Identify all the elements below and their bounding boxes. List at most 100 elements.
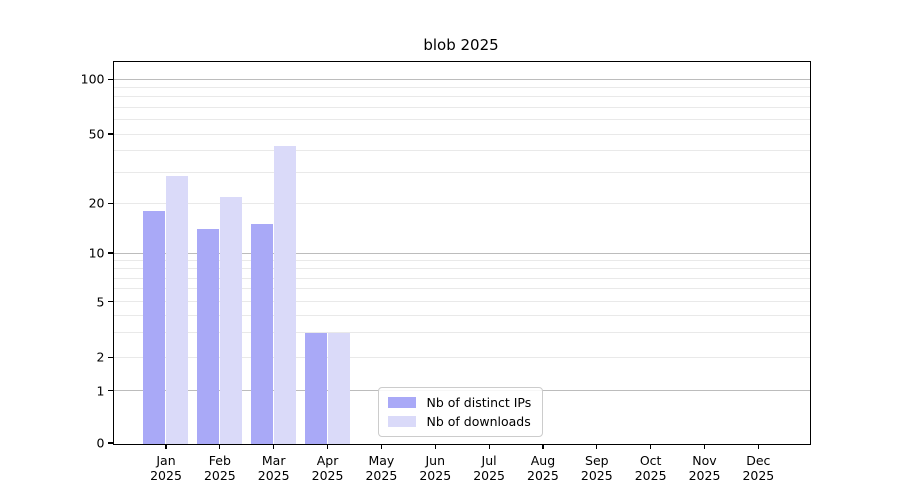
x-tick-mark bbox=[596, 444, 598, 449]
gridline bbox=[113, 119, 810, 121]
x-tick-label: Apr 2025 bbox=[300, 453, 356, 483]
chart-title: blob 2025 bbox=[423, 36, 499, 54]
bar bbox=[273, 145, 296, 444]
y-tick-mark bbox=[108, 133, 113, 135]
y-tick-label: 0 bbox=[96, 435, 105, 451]
x-axis: Jan 2025 Feb 2025 Mar 2025 Apr 2025 May 2025 Jun 20… bbox=[114, 444, 809, 495]
x-tick-label-year: 2025 bbox=[527, 467, 559, 483]
y-tick-label: 2 bbox=[96, 349, 105, 365]
y-tick-mark bbox=[108, 301, 113, 303]
gridline bbox=[113, 86, 810, 88]
y-tick-mark bbox=[108, 202, 113, 204]
y-tick-label: 100 bbox=[80, 71, 105, 87]
x-tick-label: Aug 2025 bbox=[515, 453, 571, 483]
x-tick-label-month: Aug bbox=[530, 452, 556, 468]
plot-area: Nb of distinct IPs Nb of downloads bbox=[112, 60, 811, 445]
x-tick-mark bbox=[219, 444, 221, 449]
gridline bbox=[113, 259, 810, 261]
x-tick-label-year: 2025 bbox=[742, 467, 775, 483]
x-tick-label: Sep 2025 bbox=[569, 453, 625, 483]
legend-row: Nb of downloads bbox=[387, 412, 532, 431]
legend-label: Nb of downloads bbox=[426, 413, 531, 429]
y-tick-mark bbox=[108, 442, 113, 444]
bar bbox=[327, 333, 350, 444]
legend-row: Nb of distinct IPs bbox=[387, 393, 532, 412]
x-tick-label-year: 2025 bbox=[365, 467, 398, 483]
x-tick-label-year: 2025 bbox=[257, 467, 290, 483]
x-tick-label-month: Apr bbox=[316, 452, 339, 468]
x-tick-label: Jul 2025 bbox=[461, 453, 517, 483]
gridline bbox=[113, 356, 810, 358]
x-tick-mark bbox=[757, 444, 759, 449]
x-tick-label-month: Oct bbox=[639, 452, 662, 468]
x-tick-label-year: 2025 bbox=[580, 467, 613, 483]
gridline bbox=[113, 78, 810, 80]
x-tick-label: Jun 2025 bbox=[407, 453, 463, 483]
gridline bbox=[113, 96, 810, 98]
x-tick-mark bbox=[273, 444, 275, 449]
gridline bbox=[113, 252, 810, 254]
x-tick-mark bbox=[326, 444, 329, 449]
y-tick-mark bbox=[108, 356, 113, 358]
x-tick-label-month: Jul bbox=[481, 452, 497, 468]
x-tick-label: Nov 2025 bbox=[677, 453, 733, 483]
x-tick-label: May 2025 bbox=[353, 453, 409, 483]
gridline bbox=[113, 314, 810, 316]
x-tick-label: Jan 2025 bbox=[138, 453, 194, 483]
x-tick-label: Feb 2025 bbox=[192, 453, 248, 483]
y-tick-label: 50 bbox=[88, 126, 105, 142]
x-tick-label-month: Mar bbox=[261, 452, 286, 468]
y-tick-label: 5 bbox=[96, 294, 105, 310]
x-tick-label-month: Feb bbox=[208, 452, 231, 468]
x-tick-label: Dec 2025 bbox=[730, 453, 786, 483]
x-tick-label-year: 2025 bbox=[688, 467, 721, 483]
gridline bbox=[113, 268, 810, 270]
x-tick-label-year: 2025 bbox=[634, 467, 667, 483]
y-tick-mark bbox=[108, 252, 113, 254]
x-tick-label: Mar 2025 bbox=[246, 453, 302, 483]
x-tick-label-month: Jun bbox=[425, 452, 446, 468]
x-tick-mark bbox=[434, 444, 436, 449]
x-tick-label-month: Jan bbox=[156, 452, 176, 468]
gridline bbox=[113, 150, 810, 152]
x-tick-label-year: 2025 bbox=[203, 467, 236, 483]
legend-swatch bbox=[387, 415, 416, 427]
x-tick-label-year: 2025 bbox=[311, 467, 344, 483]
bar bbox=[143, 211, 165, 444]
gridline bbox=[113, 277, 810, 279]
x-tick-label: Oct 2025 bbox=[623, 453, 679, 483]
gridline bbox=[113, 332, 810, 334]
gridline bbox=[113, 301, 810, 303]
x-tick-label-month: Dec bbox=[746, 452, 771, 468]
legend-swatch bbox=[387, 396, 416, 408]
y-tick-label: 10 bbox=[88, 245, 105, 261]
y-tick-label: 1 bbox=[96, 383, 105, 399]
x-tick-label-year: 2025 bbox=[150, 467, 182, 483]
x-tick-mark bbox=[650, 444, 652, 449]
x-tick-label-month: Sep bbox=[585, 452, 609, 468]
x-tick-mark bbox=[380, 444, 382, 449]
x-tick-label-year: 2025 bbox=[419, 467, 452, 483]
x-tick-label-month: May bbox=[368, 452, 395, 468]
bar bbox=[250, 224, 273, 444]
x-tick-label-month: Nov bbox=[692, 452, 717, 468]
gridline bbox=[113, 172, 810, 174]
bar bbox=[166, 175, 188, 444]
y-axis: 0 1 2 5 10 20 50 100 bbox=[0, 61, 113, 451]
x-tick-mark bbox=[488, 444, 490, 449]
x-tick-mark bbox=[542, 444, 544, 449]
gridline bbox=[113, 106, 810, 108]
x-tick-mark bbox=[165, 444, 167, 449]
legend-label: Nb of distinct IPs bbox=[426, 394, 532, 410]
gridline bbox=[113, 202, 810, 204]
bar bbox=[304, 333, 327, 444]
bar bbox=[219, 196, 242, 444]
x-tick-mark bbox=[703, 444, 706, 449]
legend: Nb of distinct IPs Nb of downloads bbox=[377, 386, 544, 437]
gridline bbox=[113, 288, 810, 290]
gridline bbox=[113, 133, 810, 135]
y-tick-mark bbox=[108, 390, 113, 392]
y-tick-mark bbox=[108, 78, 113, 80]
y-tick-label: 20 bbox=[88, 195, 105, 211]
